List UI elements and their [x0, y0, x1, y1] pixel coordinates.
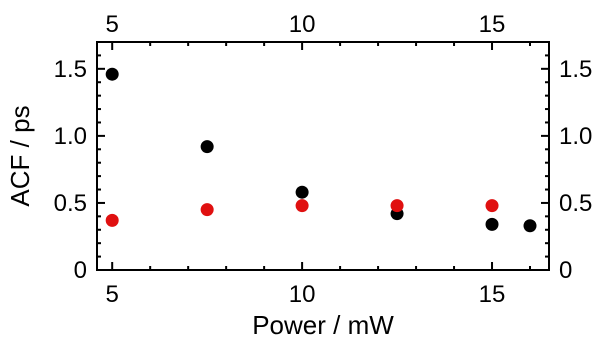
y-tick-label-left: 0 — [74, 257, 87, 284]
x-tick-label-bottom: 15 — [479, 281, 506, 308]
ticks-layer: 5 5 10 10 15 15 0 0 0.5 0.5 1.0 1.0 1.5 1.5 — [54, 11, 593, 308]
plot-frame — [96, 41, 550, 271]
data-point-series-1 — [485, 217, 499, 231]
y-tick-label-right: 0 — [559, 257, 572, 284]
y-tick-label-left: 0.5 — [54, 190, 87, 217]
x-tick-label-top: 5 — [106, 11, 119, 38]
y-tick-label-right: 0.5 — [559, 190, 592, 217]
data-point-series-2 — [485, 199, 499, 213]
x-axis-title: Power / mW — [252, 310, 394, 340]
data-point-series-1 — [523, 219, 537, 233]
x-tick-label-bottom: 10 — [289, 281, 316, 308]
data-point-series-2 — [200, 203, 214, 217]
y-tick-label-left: 1.5 — [54, 56, 87, 83]
data-point-series-1 — [200, 140, 214, 154]
y-tick-label-right: 1.5 — [559, 56, 592, 83]
x-tick-label-top: 15 — [479, 11, 506, 38]
data-point-series-2 — [295, 199, 309, 213]
data-point-series-1 — [295, 185, 309, 199]
x-tick-label-top: 10 — [289, 11, 316, 38]
data-point-series-1 — [105, 67, 119, 81]
y-axis-title: ACF / ps — [5, 105, 35, 206]
data-point-series-2 — [390, 199, 404, 213]
y-tick-label-left: 1.0 — [54, 123, 87, 150]
x-tick-label-bottom: 5 — [106, 281, 119, 308]
points-layer — [105, 67, 537, 233]
y-tick-label-right: 1.0 — [559, 123, 592, 150]
data-point-series-2 — [105, 213, 119, 227]
